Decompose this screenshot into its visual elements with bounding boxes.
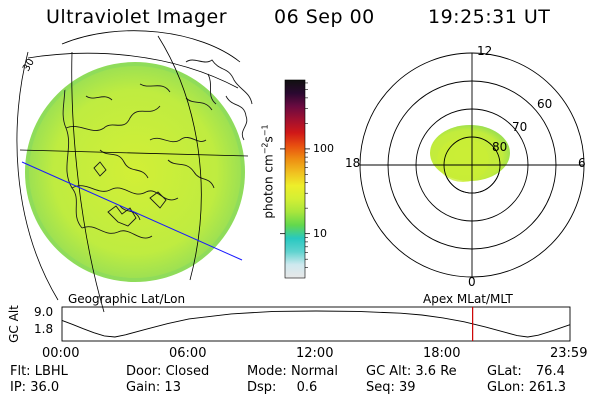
footer-key: GC Alt: (366, 364, 412, 379)
footer-door: Door: Closed (126, 364, 209, 379)
time-label: 19:25:31 UT (428, 6, 551, 28)
colorbar-ticks (280, 82, 310, 268)
colorbar-label-sup1: −2 (260, 142, 270, 155)
footer-key: Mode: (247, 364, 287, 379)
projection-line (21, 161, 243, 261)
orbit-xtick: 06:00 (169, 346, 207, 361)
footer-key: IP: (10, 380, 27, 395)
colorbar-gradient (284, 79, 306, 279)
footer-flt: Flt: LBHL (10, 364, 68, 379)
footer-value: 36.0 (30, 380, 60, 395)
mlat-label-60: 60 (537, 97, 553, 111)
contour-lines (185, 59, 253, 141)
footer-value: Normal (290, 364, 338, 379)
altitude-curve (61, 310, 571, 338)
mlat-label-70: 70 (512, 120, 528, 134)
colorbar (280, 79, 310, 279)
colorbar-tick-label: 10 (313, 226, 327, 240)
footer-key: Gain: (126, 380, 161, 395)
mlt-label-0: 0 (468, 275, 476, 289)
footer-key: Dsp: (247, 380, 277, 395)
colorbar-label-sup2: −1 (260, 124, 270, 137)
orbit-plot-frame (61, 306, 571, 342)
footer-value: 3.6 Re (415, 364, 457, 379)
footer-value: 13 (164, 380, 181, 395)
footer-value: 39 (399, 380, 416, 395)
orbit-xtick: 23:59 (550, 346, 588, 361)
mlt-label-12: 12 (477, 44, 493, 58)
orbit-xtick: 18:00 (423, 346, 461, 361)
footer-mode: Mode: Normal (247, 364, 338, 379)
footer-key: GLat: (487, 364, 522, 379)
auroral-oval-core (437, 138, 489, 182)
footer-value: LBHL (34, 364, 68, 379)
earth-image-panel: 30 (16, 30, 253, 313)
mlt-label-18: 18 (345, 156, 361, 170)
mlat-label-80: 80 (492, 140, 508, 154)
footer-value: 261.3 (528, 380, 567, 395)
orbit-xtick: 00:00 (42, 346, 80, 361)
geographic-title: Geographic Lat/Lon (68, 292, 186, 306)
polar-title: Apex MLat/MLT (423, 292, 513, 306)
polar-plot (359, 52, 585, 278)
footer-key: GLon: (487, 380, 525, 395)
footer-gcalt: GC Alt: 3.6 Re (366, 364, 457, 379)
orbit-altitude-plot (61, 306, 571, 342)
earth-disk (29, 66, 241, 278)
geographic-grid (16, 30, 241, 313)
orbit-ytick-bottom: 1.8 (34, 322, 54, 336)
footer-ip: IP: 36.0 (10, 380, 59, 395)
footer-key: Door: (126, 364, 162, 379)
grid-line (19, 149, 249, 157)
instrument-title: Ultraviolet Imager (46, 6, 228, 28)
colorbar-label-pre: photon cm (261, 154, 276, 219)
footer-glon: GLon: 261.3 (487, 380, 566, 395)
date-label: 06 Sep 00 (274, 6, 375, 28)
orbit-ytick-top: 9.0 (34, 305, 54, 319)
footer-seq: Seq: 39 (366, 380, 416, 395)
colorbar-label-mid: s (261, 136, 276, 143)
footer-dsp: Dsp: 0.6 (247, 380, 317, 395)
mlt-label-6: 6 (578, 156, 586, 170)
footer-key: Seq: (366, 380, 395, 395)
footer-value: Closed (165, 364, 210, 379)
footer-glat: GLat: 76.4 (487, 364, 565, 379)
orbit-ylabel-text: GC Alt (7, 305, 21, 343)
coastline-overlay (61, 69, 215, 239)
colorbar-tick-label: 100 (313, 141, 334, 155)
footer-key: Flt: (10, 364, 31, 379)
orbit-xtick: 12:00 (296, 346, 334, 361)
footer-value: 76.4 (535, 364, 565, 379)
footer-value: 0.6 (296, 380, 318, 395)
footer-gain: Gain: 13 (126, 380, 181, 395)
